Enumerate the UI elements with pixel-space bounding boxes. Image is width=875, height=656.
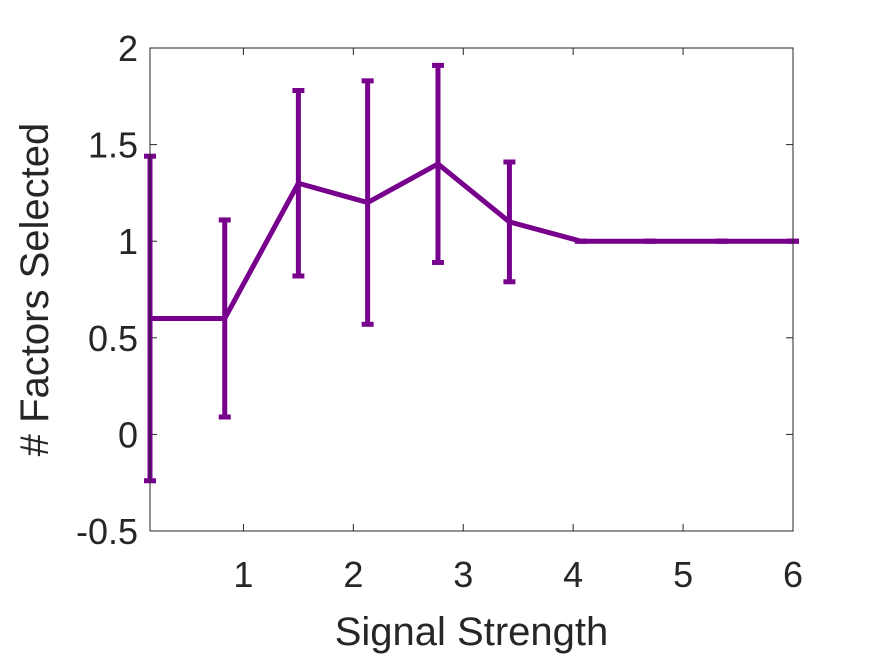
y-tick-label: 0 [118,414,138,455]
x-tick-label: 5 [673,554,693,595]
x-tick-label: 1 [233,554,253,595]
series-line [150,161,793,321]
y-tick-label: 2 [118,28,138,69]
y-axis-label: # Factors Selected [13,123,57,457]
axes-box [149,47,794,532]
y-tick-labels: -0.5 0 0.5 1 1.5 2 [76,28,138,552]
y-tick-label: 1 [118,221,138,262]
y-tick-label: 1.5 [88,125,138,166]
plot-area [150,48,793,531]
y-tick-label: -0.5 [76,511,138,552]
y-tick-label: 0.5 [88,318,138,359]
x-axis-label: Signal Strength [335,610,609,654]
x-tick-label: 6 [783,554,803,595]
x-tick-label: 2 [343,554,363,595]
x-tick-labels: 1 2 3 4 5 6 [233,554,803,595]
x-tick-label: 4 [563,554,583,595]
x-tick-label: 3 [453,554,473,595]
